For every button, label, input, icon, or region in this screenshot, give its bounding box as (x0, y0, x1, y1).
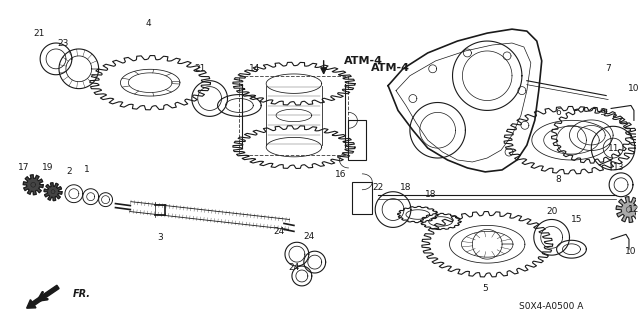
Text: 16: 16 (335, 170, 346, 179)
Text: 22: 22 (372, 183, 384, 192)
Text: 18: 18 (425, 190, 436, 199)
Text: FR.: FR. (73, 289, 91, 299)
Text: 24: 24 (273, 227, 285, 236)
Text: S0X4-A0500 A: S0X4-A0500 A (520, 302, 584, 311)
Text: 23: 23 (57, 39, 68, 48)
Text: ATM-4: ATM-4 (344, 56, 383, 66)
Text: 11: 11 (609, 144, 620, 152)
Text: 17: 17 (17, 163, 29, 173)
Bar (353, 182, 372, 213)
Text: 12: 12 (628, 205, 639, 214)
Text: 15: 15 (571, 215, 582, 224)
Text: 24: 24 (288, 263, 300, 271)
Text: 13: 13 (613, 163, 625, 173)
Text: 10: 10 (625, 247, 637, 256)
Text: 8: 8 (556, 175, 561, 184)
Text: 6: 6 (556, 108, 561, 117)
Text: 19: 19 (42, 163, 54, 173)
Text: ATM-4: ATM-4 (371, 63, 410, 73)
Text: 21: 21 (33, 29, 45, 38)
Text: 14: 14 (248, 64, 260, 73)
Text: 5: 5 (483, 284, 488, 293)
Text: 1: 1 (84, 166, 90, 174)
Text: 21: 21 (194, 64, 205, 73)
Text: 7: 7 (605, 64, 611, 73)
Text: 4: 4 (145, 19, 151, 28)
Polygon shape (616, 197, 640, 222)
Text: 9: 9 (599, 108, 605, 117)
Text: 24: 24 (303, 232, 314, 241)
Polygon shape (23, 175, 43, 195)
Text: 3: 3 (157, 233, 163, 242)
Text: 2: 2 (66, 167, 72, 176)
Text: 20: 20 (546, 207, 557, 216)
Text: 10: 10 (628, 84, 639, 93)
Text: 18: 18 (400, 183, 412, 192)
FancyArrow shape (27, 285, 59, 308)
Polygon shape (44, 183, 62, 201)
